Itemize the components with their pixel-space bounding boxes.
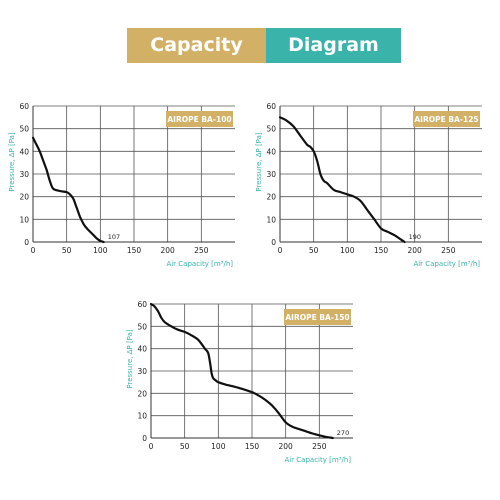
ba-100-y-tick-0: 0 (24, 238, 29, 247)
ba-100-x-tick-3: 150 (127, 246, 142, 255)
header-title-left: Capacity (127, 28, 266, 63)
ba-150-x-tick-5: 250 (312, 442, 327, 451)
ba-125-x-label: Air Capacity [m³/h] (413, 260, 480, 268)
ba-125-x-tick-3: 150 (374, 246, 389, 255)
ba-125-y-tick-5: 50 (266, 125, 276, 134)
ba-100-x-tick-2: 100 (93, 246, 108, 255)
ba-100-title: AIROPE BA-100 (167, 115, 231, 124)
ba-125-x-tick-2: 100 (340, 246, 355, 255)
ba-150-y-tick-2: 20 (137, 389, 147, 398)
ba-100-y-tick-1: 10 (19, 215, 29, 224)
ba-150-y-tick-4: 40 (137, 345, 147, 354)
ba-125-x-tick-1: 50 (309, 246, 319, 255)
ba-100-y-tick-5: 50 (19, 125, 29, 134)
ba-150-y-label: Pressure, ΔP [Pa] (126, 329, 134, 389)
ba-150-x-tick-3: 150 (245, 442, 260, 451)
ba-125-y-tick-0: 0 (271, 238, 276, 247)
ba-100-end-label: 107 (108, 233, 120, 241)
ba-125-x-tick-4: 200 (408, 246, 423, 255)
ba-150-x-tick-2: 100 (211, 442, 226, 451)
ba-150-x-tick-4: 200 (279, 442, 294, 451)
ba-125-y-tick-4: 40 (266, 147, 276, 156)
ba-150-x-tick-0: 0 (149, 442, 154, 451)
ba-125-title-box (413, 111, 480, 127)
ba-125-y-tick-2: 20 (266, 193, 276, 202)
ba-125-y-tick-3: 30 (266, 170, 276, 179)
ba-125-y-label: Pressure, ΔP [Pa] (255, 132, 263, 192)
ba-150-y-tick-0: 0 (142, 434, 147, 443)
ba-100-x-label: Air Capacity [m³/h] (166, 260, 233, 268)
ba-100-y-label: Pressure, ΔP [Pa] (8, 132, 16, 192)
ba-125-title: AIROPE BA-125 (414, 115, 478, 124)
ba-150-x-tick-1: 50 (180, 442, 190, 451)
ba-100-y-tick-4: 40 (19, 147, 29, 156)
ba-100-y-tick-3: 30 (19, 170, 29, 179)
ba-100-x-tick-5: 250 (194, 246, 209, 255)
ba-150-title: AIROPE BA-150 (285, 313, 349, 322)
ba-100-x-tick-4: 200 (161, 246, 176, 255)
ba-125-x-tick-5: 250 (441, 246, 456, 255)
ba-100-y-tick-2: 20 (19, 193, 29, 202)
ba-125-y-tick-6: 60 (266, 102, 276, 111)
ba-150-end-label: 270 (337, 429, 349, 437)
capacity-diagram-header: Capacity Diagram (127, 28, 401, 63)
ba-125-x-tick-0: 0 (278, 246, 283, 255)
ba-100-curve (31, 136, 105, 244)
ba-150-y-tick-3: 30 (137, 367, 147, 376)
header-title-right: Diagram (266, 28, 401, 63)
ba-150-x-label: Air Capacity [m³/h] (284, 456, 351, 464)
ba-150-y-tick-1: 10 (137, 412, 147, 421)
ba-100-y-tick-6: 60 (19, 102, 29, 111)
ba-150-curve (149, 302, 334, 440)
ba-100-x-tick-1: 50 (62, 246, 72, 255)
ba-100-title-box (166, 111, 233, 127)
ba-125-end-label: 190 (409, 233, 421, 241)
ba-125-curve (278, 116, 406, 244)
ba-150-y-tick-5: 50 (137, 322, 147, 331)
ba-150-y-tick-6: 60 (137, 300, 147, 309)
ba-100-x-tick-0: 0 (31, 246, 36, 255)
ba-125-y-tick-1: 10 (266, 215, 276, 224)
ba-150-title-box (284, 309, 351, 325)
